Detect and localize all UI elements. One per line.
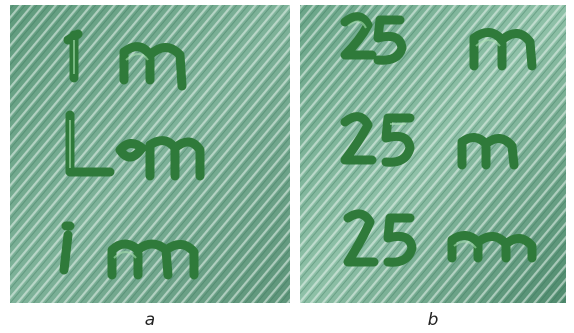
photo-a [10, 5, 290, 303]
caption: a [145, 310, 155, 330]
figure: a b [0, 0, 574, 333]
photo-b [300, 5, 566, 303]
caption: b [428, 310, 439, 330]
